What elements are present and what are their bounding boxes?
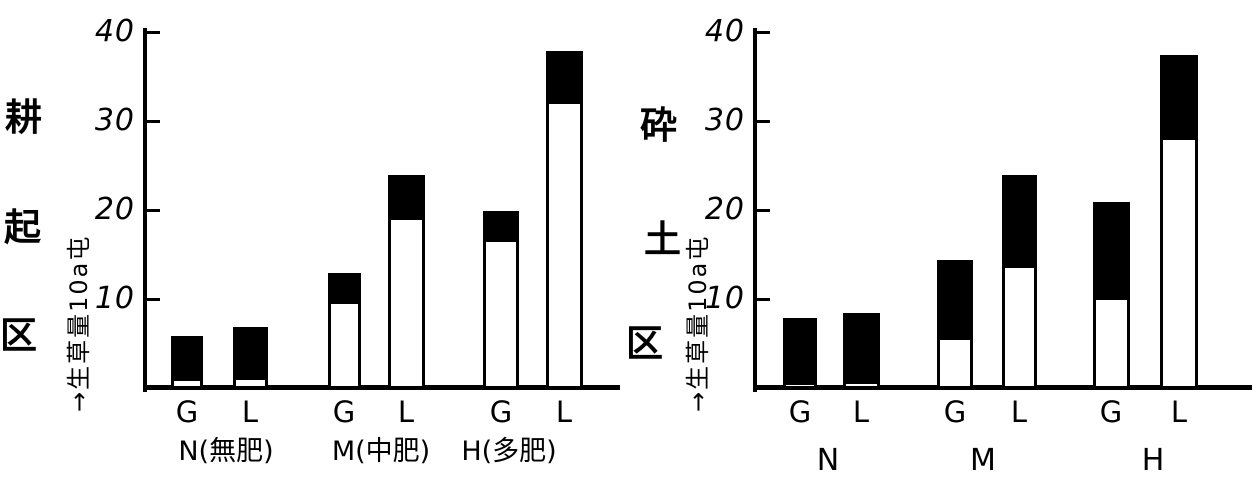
- stacked-bar-left-1: [233, 327, 268, 389]
- bar-black-segment: [1163, 58, 1195, 140]
- stacked-bar-right-1: [843, 313, 880, 389]
- group-label-left-0: N(無肥): [178, 436, 274, 467]
- bar-black-segment: [1005, 178, 1034, 268]
- bar-black-segment: [174, 339, 200, 381]
- bar-black-segment: [1096, 205, 1127, 300]
- stacked-bar-right-3: [1002, 175, 1037, 389]
- group-label-right-1: M: [970, 443, 996, 478]
- bar-black-segment: [549, 54, 580, 104]
- y-tick-left: [147, 298, 160, 301]
- y-tick-right: [757, 120, 770, 123]
- y-tick-label-left: 20: [94, 192, 135, 227]
- bar-label-right-2: G: [943, 395, 967, 429]
- group-label-left-1: M(中肥): [331, 436, 431, 467]
- y-axis-label-left: →生草量10a屯: [65, 234, 93, 412]
- y-tick-left: [147, 209, 160, 212]
- stacked-bar-left-3: [388, 175, 425, 389]
- y-tick-label-left: 40: [94, 14, 135, 49]
- stacked-bar-left-0: [171, 336, 203, 389]
- bar-black-segment: [786, 321, 814, 385]
- y-tick-label-right: 20: [704, 192, 745, 227]
- bar-label-left-2: G: [332, 395, 356, 429]
- stacked-bar-right-2: [937, 260, 973, 389]
- y-tick-right: [757, 31, 770, 34]
- y-tick-right: [757, 298, 770, 301]
- y-tick-label-right: 10: [704, 281, 745, 316]
- stacked-bar-left-5: [546, 51, 583, 389]
- bar-label-right-1: L: [852, 395, 870, 429]
- chart-title-char-left-1: 起: [4, 206, 41, 249]
- x-axis-line-left: [143, 385, 620, 390]
- bar-black-segment: [940, 263, 970, 340]
- y-tick-label-right: 30: [704, 103, 745, 138]
- bar-black-segment: [846, 316, 877, 384]
- chart-title-char-right-1: 土: [644, 218, 681, 261]
- bar-label-left-4: G: [489, 395, 513, 429]
- bar-label-right-0: G: [788, 395, 812, 429]
- y-tick-right: [757, 209, 770, 212]
- group-label-right-2: H: [1141, 443, 1165, 478]
- y-tick-left: [147, 31, 160, 34]
- bar-label-right-5: L: [1170, 395, 1188, 429]
- bar-label-left-5: L: [555, 395, 573, 429]
- stacked-bar-left-4: [483, 211, 519, 389]
- bar-label-left-1: L: [241, 395, 259, 429]
- bar-black-segment: [486, 214, 516, 242]
- y-axis-line-left: [143, 28, 147, 392]
- chart-title-char-left-2: 区: [0, 314, 37, 357]
- stacked-bar-right-4: [1093, 202, 1130, 389]
- group-label-left-2: H(多肥): [461, 436, 557, 467]
- y-tick-left: [147, 120, 160, 123]
- stacked-bar-right-5: [1160, 55, 1198, 389]
- bar-label-right-4: G: [1099, 395, 1123, 429]
- y-tick-label-right: 40: [704, 14, 745, 49]
- y-tick-label-left: 30: [94, 103, 135, 138]
- bar-label-right-3: L: [1010, 395, 1028, 429]
- stacked-bar-left-2: [328, 273, 361, 389]
- bar-label-left-3: L: [397, 395, 415, 429]
- chart-title-char-right-2: 区: [626, 322, 663, 365]
- chart-title-char-left-0: 耕: [5, 96, 42, 139]
- group-label-right-0: N: [816, 443, 840, 478]
- chart-title-char-right-0: 砕: [640, 104, 677, 147]
- y-axis-label-right: →生草量10a屯: [684, 234, 712, 412]
- bar-black-segment: [331, 276, 358, 304]
- y-axis-line-right: [753, 28, 757, 392]
- stacked-bar-right-0: [783, 318, 817, 389]
- y-tick-label-left: 10: [94, 281, 135, 316]
- bar-black-segment: [236, 330, 265, 380]
- bar-black-segment: [391, 178, 422, 220]
- bar-label-left-0: G: [175, 395, 199, 429]
